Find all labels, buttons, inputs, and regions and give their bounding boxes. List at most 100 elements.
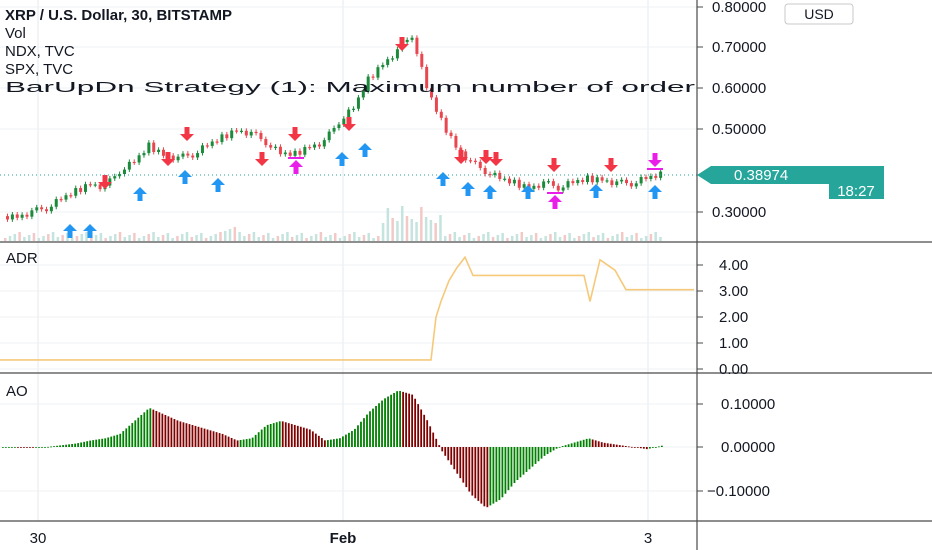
ao-bar: [62, 445, 64, 447]
ao-bar: [492, 447, 495, 504]
ao-bar: [230, 437, 233, 447]
volume-bar: [549, 234, 552, 241]
ao-bar: [188, 424, 191, 447]
ao-bar: [161, 413, 164, 447]
legend-spx[interactable]: SPX, TVC: [5, 61, 73, 78]
ao-bar: [245, 439, 248, 447]
legend-volume[interactable]: Vol: [5, 25, 26, 42]
volume-bar: [61, 235, 64, 241]
volume-bar: [104, 238, 107, 241]
ao-bar: [158, 412, 161, 447]
volume-bar: [343, 236, 347, 241]
price-axis[interactable]: 0.80000 0.70000 0.60000 0.50000 0.30000: [697, 0, 766, 221]
ao-bar: [164, 415, 167, 447]
candle-body: [561, 187, 565, 191]
volume-bar: [616, 234, 619, 241]
volume-bar: [142, 236, 146, 241]
ao-bar: [387, 396, 389, 447]
close-signal-bar: [647, 168, 663, 170]
candle-body: [576, 180, 580, 184]
ao-bar: [326, 440, 329, 447]
volume-bar: [27, 235, 31, 241]
adr-axis[interactable]: 4.00 3.00 2.00 1.00 0.00: [697, 257, 748, 378]
volume-bar: [8, 236, 12, 241]
candle-body: [322, 140, 326, 147]
candle-body: [210, 141, 214, 146]
candle-body: [54, 199, 58, 207]
candle-body: [249, 131, 253, 136]
volume-bars: [4, 206, 662, 241]
ao-bar: [528, 447, 531, 470]
last-price-tag: 0.38974 18:27: [697, 166, 884, 200]
ao-bar: [471, 447, 474, 496]
ao-axis[interactable]: 0.10000 0.00000 −0.10000: [697, 396, 775, 500]
ao-bar: [221, 433, 224, 447]
candle-body: [161, 149, 165, 156]
volume-bar: [357, 237, 361, 241]
adr-tick: 0.00: [719, 361, 748, 378]
volume-bar: [319, 232, 323, 241]
volume-bar: [496, 235, 500, 241]
ao-bar: [311, 431, 314, 447]
ao-bar: [320, 438, 323, 447]
ao-bar: [71, 443, 74, 447]
legend-ndx[interactable]: NDX, TVC: [5, 43, 75, 60]
candle-body: [137, 155, 141, 163]
currency-button[interactable]: USD: [784, 3, 854, 25]
ao-bar: [432, 432, 435, 447]
volume-bar: [338, 238, 342, 241]
candle-body: [20, 214, 24, 218]
ao-bar: [552, 447, 555, 451]
ao-bar: [336, 438, 338, 447]
ao-bar: [603, 442, 606, 447]
candle-body: [122, 169, 126, 175]
candle-body: [142, 153, 146, 156]
candle-body: [347, 109, 351, 119]
ao-bar: [251, 437, 254, 447]
volume-bar: [386, 208, 390, 241]
ao-bar: [351, 431, 353, 447]
legend-strategy[interactable]: BarUpDn Strategy (1): Maximum number of …: [5, 79, 695, 96]
candle-body: [366, 76, 370, 92]
ao-bar: [17, 447, 19, 448]
volume-bar: [23, 237, 26, 241]
candle-body: [176, 156, 180, 161]
ao-bar: [89, 440, 92, 447]
ao-bar: [215, 432, 218, 447]
chart-legend[interactable]: XRP / U.S. Dollar, 30, BITSTAMP Vol NDX,…: [5, 7, 695, 96]
ao-bar: [8, 447, 10, 448]
volume-bar: [252, 232, 256, 241]
candle-body: [605, 180, 609, 182]
ao-bar: [573, 442, 576, 447]
adr-pane-label: ADR: [6, 250, 38, 267]
ao-bar: [152, 409, 155, 447]
time-axis[interactable]: 30 Feb 3: [30, 530, 653, 547]
volume-bar: [396, 221, 399, 241]
volume-bar: [362, 235, 366, 241]
candle-body: [356, 97, 360, 109]
ao-bar: [269, 423, 272, 447]
candle-body: [483, 167, 487, 175]
bar-countdown: 18:27: [837, 183, 875, 200]
volume-bar: [80, 234, 84, 241]
ao-bar: [125, 428, 128, 447]
volume-bar: [262, 235, 265, 241]
ao-bar: [540, 447, 543, 459]
ao-bar: [77, 443, 80, 447]
buy-signal-arrow: [648, 185, 662, 199]
ao-bar: [149, 408, 152, 447]
candle-body: [342, 118, 346, 125]
ao-bar: [122, 431, 125, 447]
volume-bar: [611, 236, 614, 241]
ao-bar: [441, 447, 444, 452]
ao-bar: [203, 428, 206, 447]
candle-body: [595, 177, 599, 183]
symbol-title[interactable]: XRP / U.S. Dollar, 30, BITSTAMP: [5, 7, 232, 24]
ao-bar: [260, 429, 263, 447]
volume-bar: [329, 235, 332, 241]
volume-bar: [400, 206, 404, 241]
ao-bar: [131, 423, 134, 447]
candle-body: [303, 147, 307, 155]
ao-bar: [155, 410, 158, 447]
